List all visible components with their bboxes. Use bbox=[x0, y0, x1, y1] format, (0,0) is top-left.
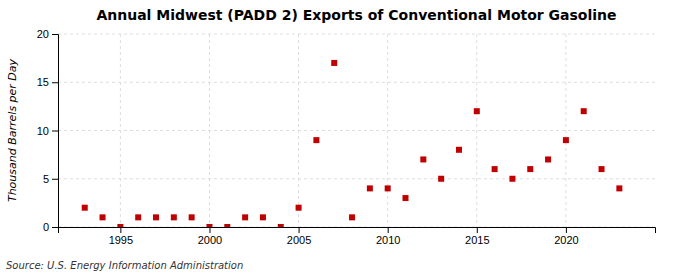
point bbox=[224, 224, 230, 227]
chart: 1995 2000 2005 2010 2015 2020 0 5 10 15 20 Annual M… bbox=[0, 0, 675, 275]
tick: 1995 bbox=[109, 227, 133, 246]
tick-label: 2010 bbox=[376, 234, 400, 246]
point bbox=[438, 176, 444, 182]
point bbox=[260, 214, 266, 220]
tick-label: 1995 bbox=[109, 234, 133, 246]
axis-line bbox=[59, 228, 656, 234]
tick: 2005 bbox=[287, 227, 311, 246]
point bbox=[278, 224, 284, 227]
tick-label: 10 bbox=[37, 125, 49, 137]
tick: 0 bbox=[43, 221, 58, 233]
point bbox=[313, 137, 319, 143]
point bbox=[385, 185, 391, 191]
tick-label: 2005 bbox=[287, 234, 311, 246]
tick-label: 0 bbox=[43, 221, 49, 233]
point bbox=[403, 195, 409, 201]
tick-mark bbox=[52, 131, 58, 132]
point bbox=[189, 214, 195, 220]
point bbox=[296, 205, 302, 211]
point bbox=[367, 185, 373, 191]
tick-mark bbox=[52, 34, 58, 35]
tick: 2020 bbox=[554, 227, 578, 246]
tick: 5 bbox=[43, 173, 58, 185]
tick-mark bbox=[52, 82, 58, 83]
point bbox=[474, 108, 480, 114]
tick-mark bbox=[477, 227, 478, 233]
point bbox=[153, 214, 159, 220]
y-axis-title: Thousand Barrels per Day bbox=[6, 58, 19, 202]
point bbox=[100, 214, 106, 220]
tick-mark bbox=[52, 179, 58, 180]
tick-mark bbox=[388, 227, 389, 233]
point bbox=[527, 166, 533, 172]
tick-mark bbox=[209, 227, 210, 233]
tick: 2010 bbox=[376, 227, 400, 246]
point bbox=[206, 224, 212, 227]
source: Source: U.S. Energy Information Administ… bbox=[6, 260, 243, 271]
point bbox=[616, 185, 622, 191]
point bbox=[117, 224, 123, 227]
point bbox=[456, 147, 462, 153]
tick-mark bbox=[120, 227, 121, 233]
grid-line-y bbox=[58, 178, 655, 179]
tick-label: 15 bbox=[37, 76, 49, 88]
tick: 2000 bbox=[198, 227, 222, 246]
grid-line-x bbox=[476, 34, 477, 227]
tick: 10 bbox=[37, 125, 58, 137]
grid-line-y bbox=[58, 130, 655, 131]
point bbox=[492, 166, 498, 172]
axis-line bbox=[52, 35, 59, 228]
plot-area: 1995 2000 2005 2010 2015 2020 0 5 10 15 20 bbox=[37, 28, 656, 246]
tick-label: 2015 bbox=[465, 234, 489, 246]
point bbox=[599, 166, 605, 172]
points bbox=[82, 60, 623, 227]
point bbox=[171, 214, 177, 220]
point bbox=[242, 214, 248, 220]
point bbox=[420, 156, 426, 162]
grid-line-y bbox=[58, 34, 655, 35]
tick-label: 5 bbox=[43, 173, 49, 185]
tick-label: 2020 bbox=[554, 234, 578, 246]
point bbox=[563, 137, 569, 143]
point bbox=[82, 205, 88, 211]
point bbox=[331, 60, 337, 66]
tick: 2015 bbox=[465, 227, 489, 246]
point bbox=[509, 176, 515, 182]
tick-mark bbox=[566, 227, 567, 233]
title: Annual Midwest (PADD 2) Exports of Conve… bbox=[96, 7, 616, 23]
tick-label: 2000 bbox=[198, 234, 222, 246]
grid bbox=[58, 34, 655, 227]
tick-mark bbox=[299, 227, 300, 233]
point bbox=[135, 214, 141, 220]
point bbox=[349, 214, 355, 220]
y-axis: 0 5 10 15 20 bbox=[37, 28, 59, 233]
tick-mark bbox=[52, 227, 58, 228]
grid-line-x bbox=[565, 34, 566, 227]
tick: 15 bbox=[37, 76, 58, 88]
x-axis: 1995 2000 2005 2010 2015 2020 bbox=[59, 227, 656, 246]
tick: 20 bbox=[37, 28, 58, 40]
point bbox=[545, 156, 551, 162]
grid-line-y bbox=[58, 82, 655, 83]
tick-label: 20 bbox=[37, 28, 49, 40]
point bbox=[581, 108, 587, 114]
